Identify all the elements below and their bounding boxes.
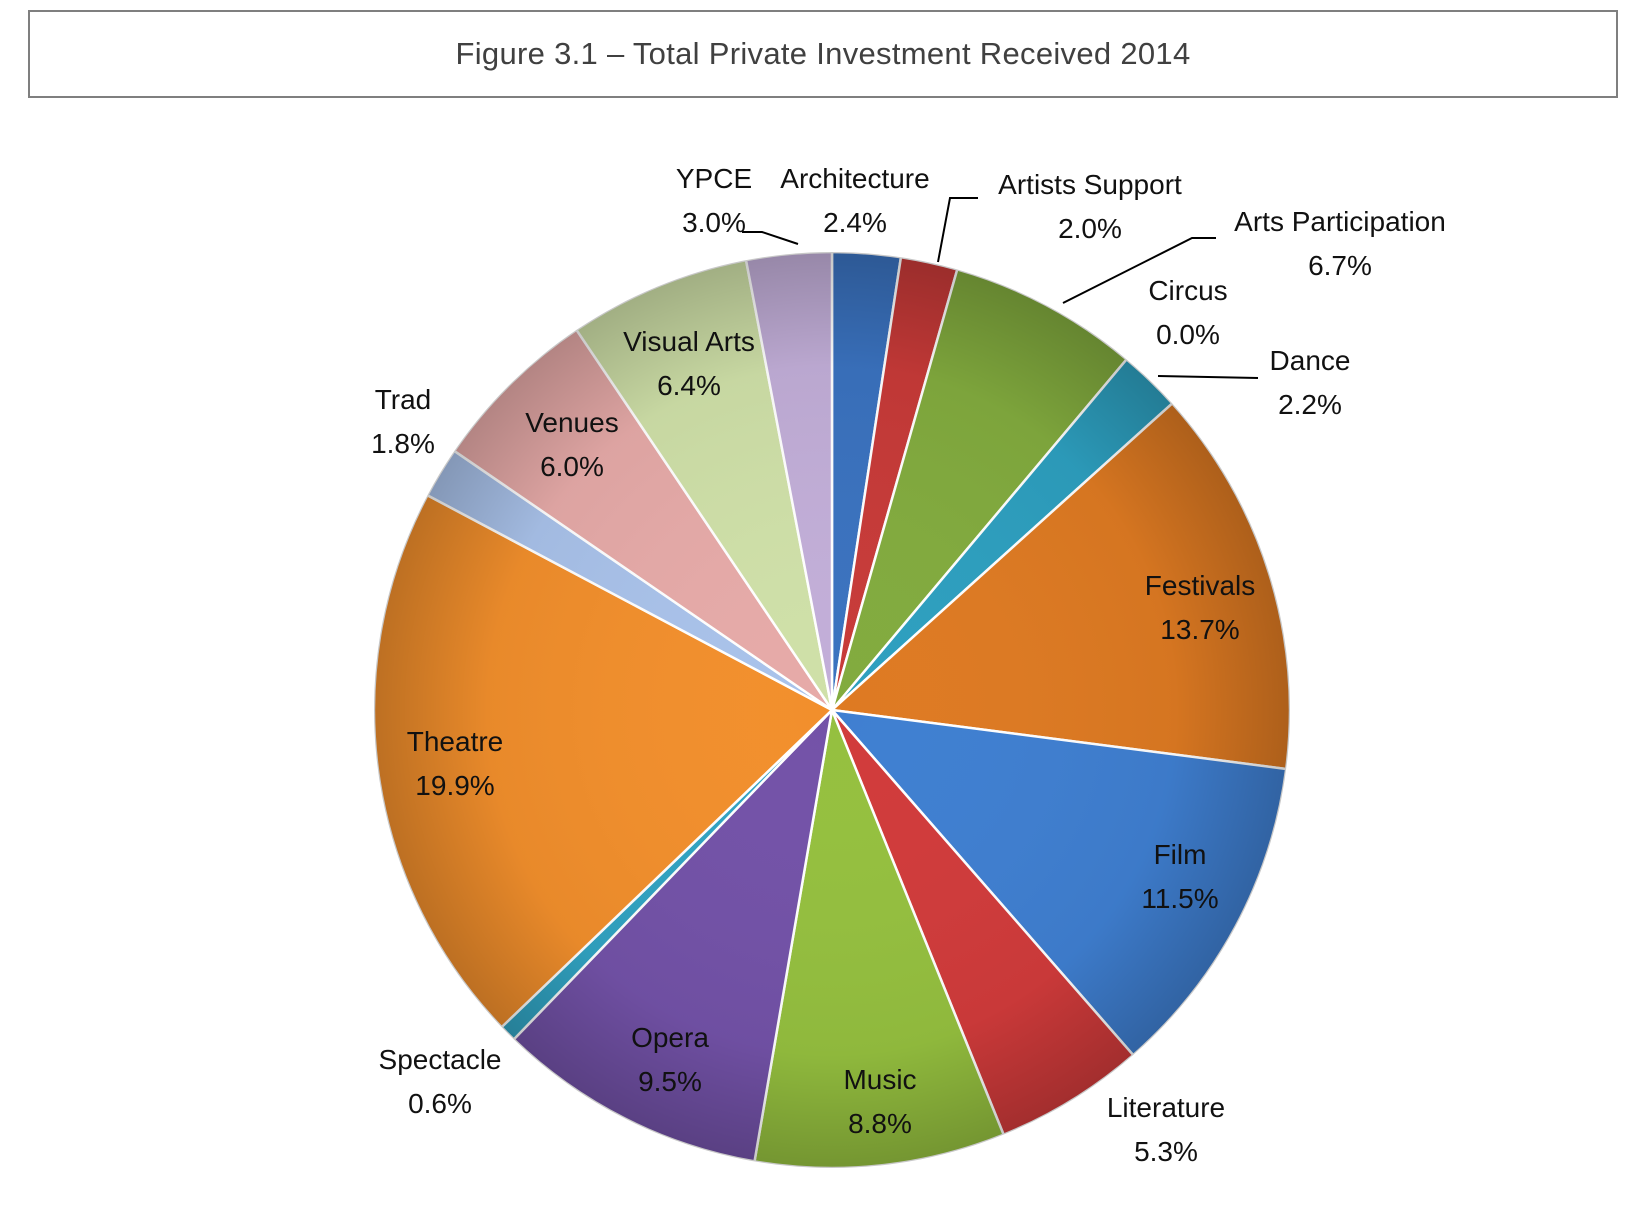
leader-line-arts-participation	[1062, 237, 1216, 304]
leader-line-ypce	[742, 231, 799, 245]
label-name-festivals: Festivals	[1145, 570, 1255, 601]
leader-line-dance	[1157, 375, 1259, 379]
label-value-dance: 2.2%	[1278, 389, 1342, 420]
label-value-film: 11.5%	[1141, 883, 1218, 914]
label-name-music: Music	[843, 1064, 916, 1095]
label-value-arts-participation: 6.7%	[1308, 250, 1372, 281]
label-name-trad: Trad	[375, 384, 432, 415]
label-value-artists-support: 2.0%	[1058, 213, 1122, 244]
label-value-opera: 9.5%	[638, 1066, 702, 1097]
label-value-literature: 5.3%	[1134, 1136, 1198, 1167]
label-name-circus: Circus	[1148, 275, 1227, 306]
label-value-circus: 0.0%	[1156, 319, 1220, 350]
label-name-film: Film	[1154, 839, 1207, 870]
label-value-visual-arts: 6.4%	[657, 370, 721, 401]
leader-lines	[742, 197, 1259, 379]
label-name-dance: Dance	[1270, 345, 1351, 376]
label-value-music: 8.8%	[848, 1108, 912, 1139]
label-name-architecture: Architecture	[780, 163, 929, 194]
label-name-arts-participation: Arts Participation	[1234, 206, 1446, 237]
label-name-ypce: YPCE	[676, 163, 752, 194]
slice-labels: Architecture 2.4% Artists Support 2.0% Arts …	[371, 163, 1446, 1167]
label-value-ypce: 3.0%	[682, 207, 746, 238]
pie-slices	[372, 250, 1292, 1170]
label-name-spectacle: Spectacle	[379, 1044, 502, 1075]
label-value-trad: 1.8%	[371, 428, 435, 459]
label-value-festivals: 13.7%	[1160, 614, 1239, 645]
label-value-architecture: 2.4%	[823, 207, 887, 238]
chart-title-box: Figure 3.1 – Total Private Investment Re…	[28, 10, 1618, 98]
leader-line-artists-support	[937, 197, 978, 263]
label-value-spectacle: 0.6%	[408, 1088, 472, 1119]
label-name-artists-support: Artists Support	[998, 169, 1182, 200]
label-value-venues: 6.0%	[540, 451, 604, 482]
label-name-opera: Opera	[631, 1022, 709, 1053]
label-name-venues: Venues	[525, 407, 618, 438]
label-name-literature: Literature	[1107, 1092, 1225, 1123]
chart-title: Figure 3.1 – Total Private Investment Re…	[455, 36, 1191, 71]
label-name-visual-arts: Visual Arts	[623, 326, 755, 357]
label-value-theatre: 19.9%	[415, 770, 494, 801]
label-name-theatre: Theatre	[407, 726, 504, 757]
